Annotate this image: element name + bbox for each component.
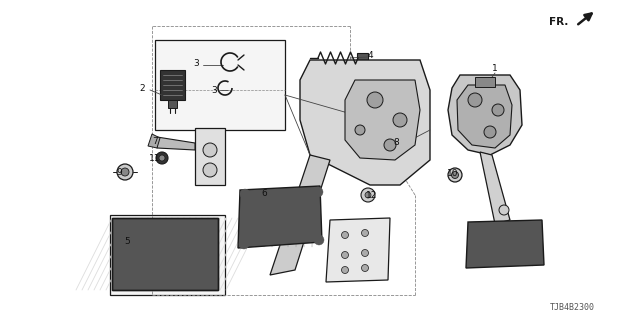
Bar (112, 218, 218, 290)
Text: FR.: FR. (548, 17, 568, 27)
Circle shape (451, 172, 458, 179)
Circle shape (314, 235, 324, 245)
Circle shape (121, 168, 129, 176)
Circle shape (384, 139, 396, 151)
Circle shape (156, 152, 168, 164)
Polygon shape (157, 137, 195, 150)
Circle shape (342, 267, 349, 274)
Polygon shape (475, 77, 495, 87)
Circle shape (499, 205, 509, 215)
Circle shape (393, 113, 407, 127)
Polygon shape (357, 53, 368, 63)
Circle shape (342, 252, 349, 259)
Polygon shape (148, 134, 160, 148)
Text: 6: 6 (261, 188, 267, 197)
Text: 11: 11 (149, 154, 161, 163)
Circle shape (468, 93, 482, 107)
Polygon shape (480, 152, 510, 224)
Polygon shape (448, 75, 522, 155)
Text: 1: 1 (492, 63, 498, 73)
Polygon shape (270, 155, 330, 275)
Polygon shape (238, 186, 322, 248)
Circle shape (361, 188, 375, 202)
Circle shape (159, 155, 165, 161)
Circle shape (365, 192, 371, 198)
Text: 9: 9 (116, 167, 122, 177)
Bar (110, 215, 225, 295)
Circle shape (484, 126, 496, 138)
Circle shape (342, 231, 349, 238)
Circle shape (362, 250, 369, 257)
Polygon shape (345, 80, 420, 160)
Polygon shape (195, 128, 225, 185)
Circle shape (239, 239, 249, 249)
Polygon shape (112, 218, 218, 290)
Circle shape (313, 187, 323, 197)
Polygon shape (326, 218, 390, 282)
Text: 7: 7 (152, 137, 158, 146)
Polygon shape (168, 100, 177, 108)
Text: 4: 4 (367, 51, 373, 60)
Circle shape (355, 125, 365, 135)
Polygon shape (457, 85, 512, 148)
Bar (155, 40, 285, 130)
Circle shape (117, 164, 133, 180)
Polygon shape (300, 60, 430, 185)
Circle shape (240, 189, 250, 199)
Circle shape (367, 92, 383, 108)
Text: 3: 3 (211, 85, 217, 94)
Text: 2: 2 (139, 84, 145, 92)
Circle shape (448, 168, 462, 182)
Polygon shape (466, 220, 544, 268)
Text: 10: 10 (447, 169, 459, 178)
Text: 12: 12 (366, 191, 378, 201)
Text: 3: 3 (193, 59, 199, 68)
Text: TJB4B2300: TJB4B2300 (550, 303, 595, 313)
Circle shape (203, 163, 217, 177)
Circle shape (362, 265, 369, 271)
Circle shape (492, 104, 504, 116)
Text: 5: 5 (124, 237, 130, 246)
Polygon shape (160, 70, 185, 100)
Circle shape (203, 143, 217, 157)
Text: 8: 8 (393, 138, 399, 147)
Circle shape (362, 229, 369, 236)
